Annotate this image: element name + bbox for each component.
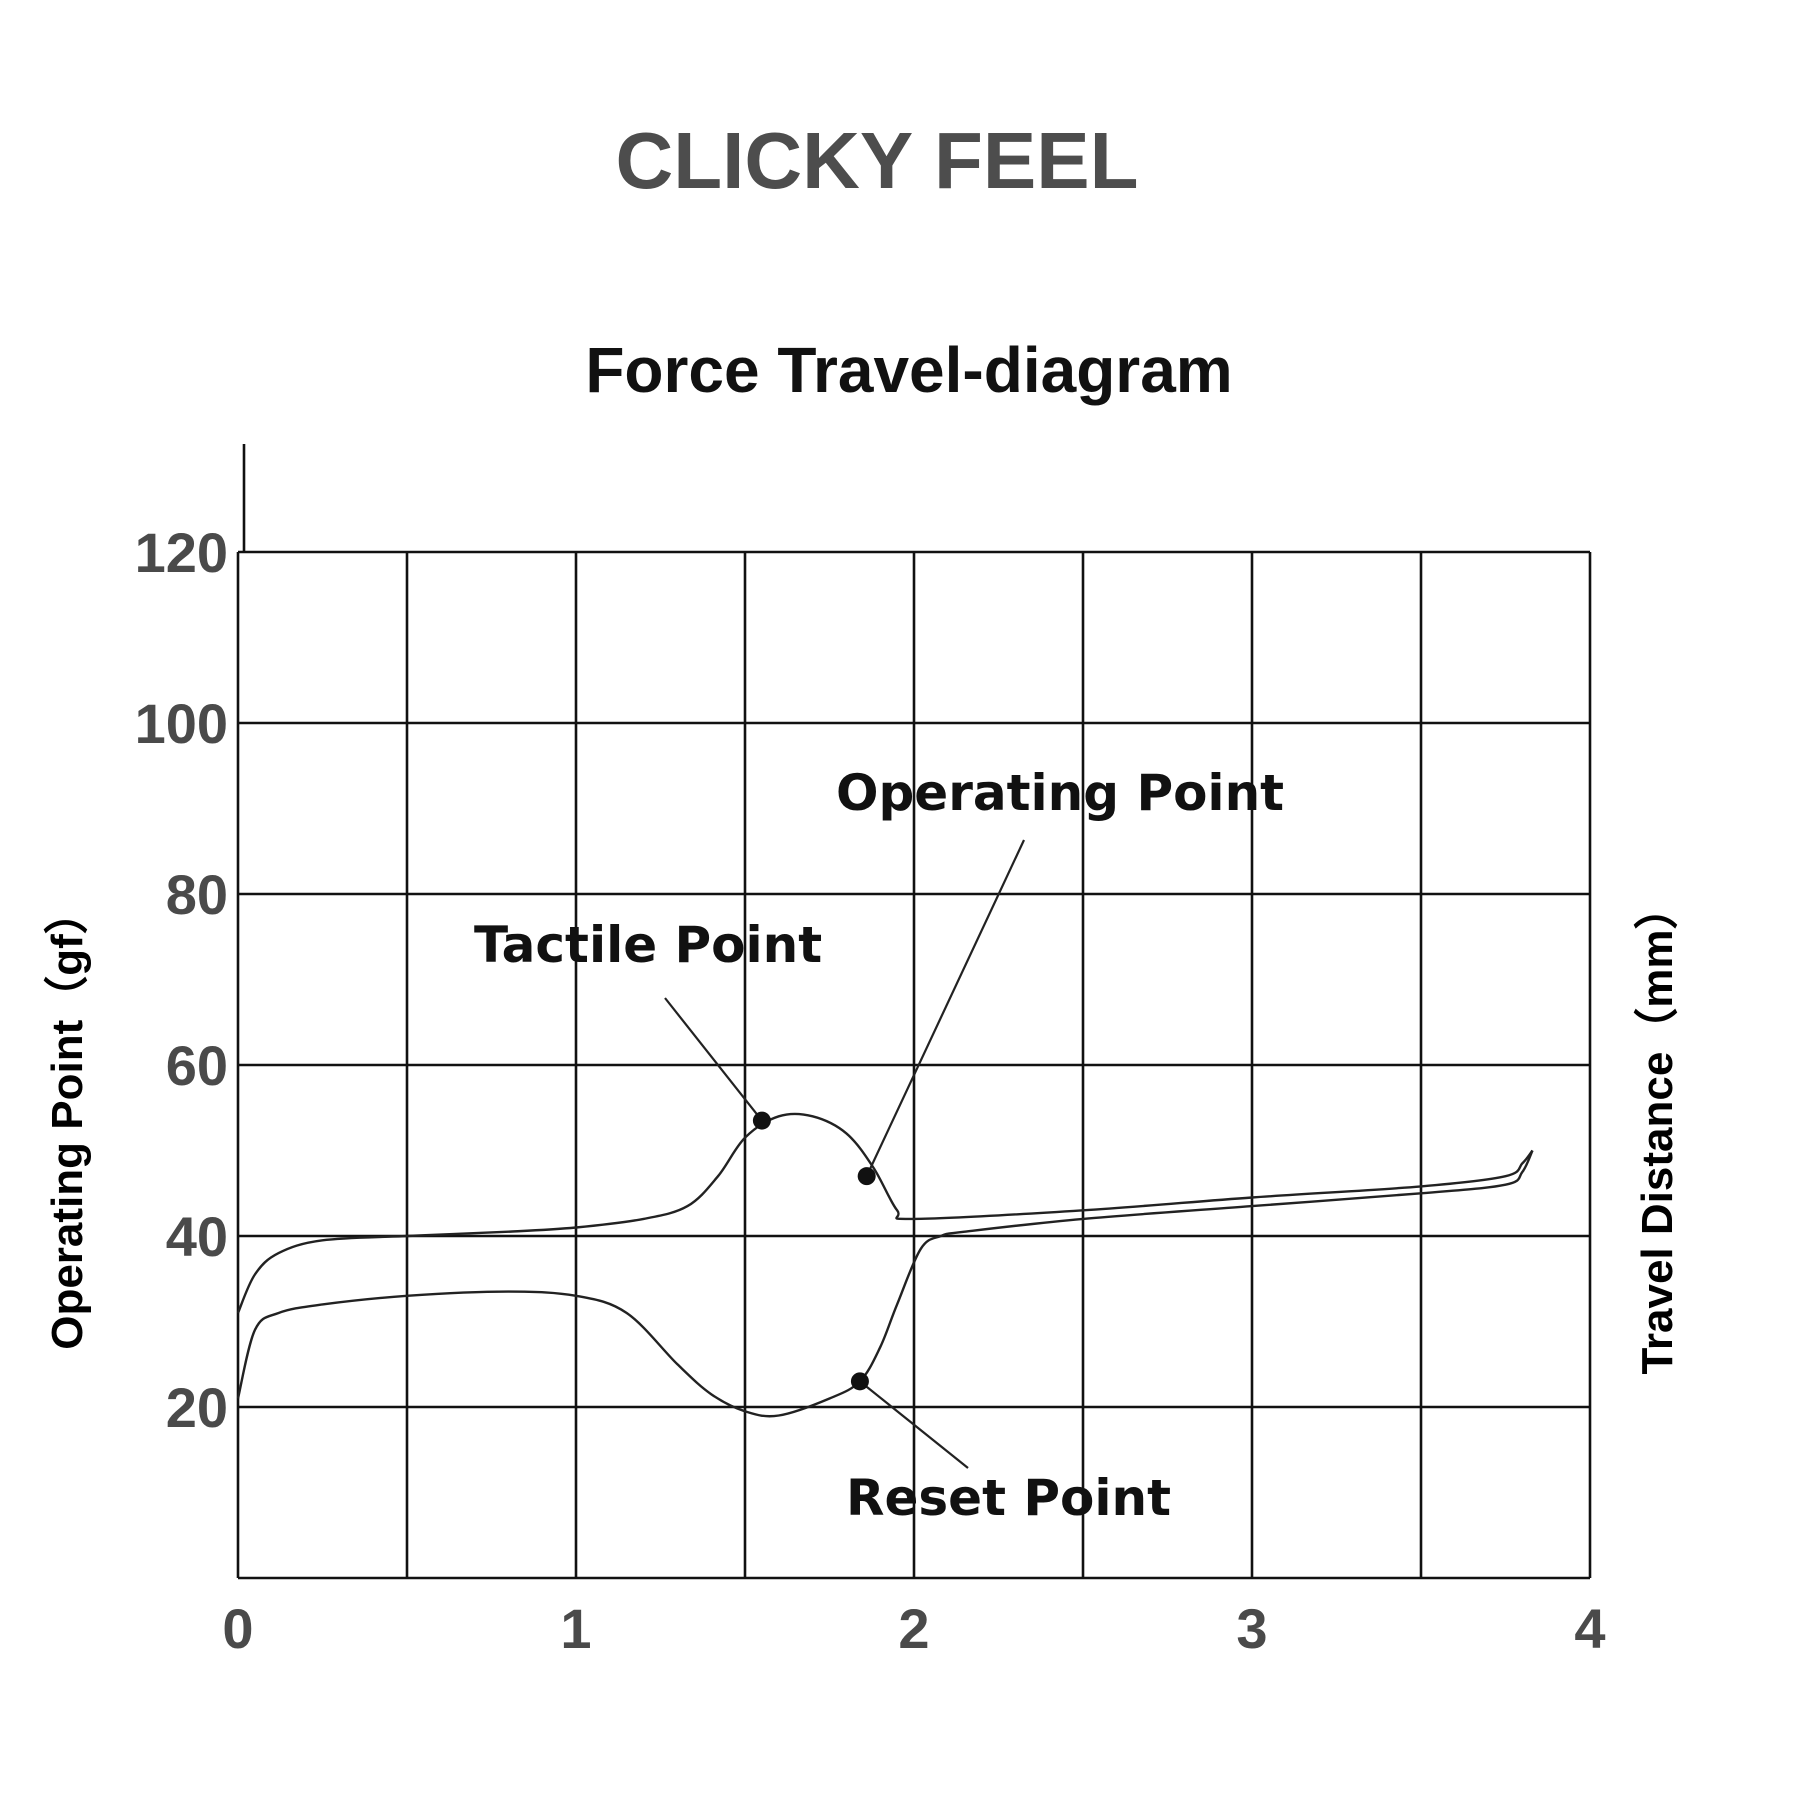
x-tick-label-3: 3 — [1236, 1597, 1267, 1660]
series-group — [236, 1112, 1534, 1418]
annotation-group: Tactile Point Operating Point Reset Point — [474, 764, 1284, 1527]
y-tick-label-1: 40 — [166, 1205, 228, 1268]
series-line-0 — [236, 1112, 1534, 1314]
reset-point-label: Reset Point — [846, 1469, 1171, 1527]
chart-title: Force Travel-diagram — [585, 334, 1232, 406]
operating-point-label: Operating Point — [836, 764, 1284, 822]
tactile-point-leader-line — [664, 997, 763, 1122]
x-tick-label-4: 4 — [1574, 1597, 1605, 1660]
y-tick-label-2: 60 — [166, 1034, 228, 1097]
page-title: CLICKY FEEL — [615, 116, 1138, 205]
y-tick-label-3: 80 — [166, 863, 228, 926]
reset-point-leader-line — [859, 1380, 969, 1469]
tick-labels: 0 1 2 3 4 20 40 60 80 100 120 — [135, 521, 1606, 1660]
series-line-1 — [236, 1149, 1534, 1418]
y-tick-label-4: 100 — [135, 692, 228, 755]
operating-point-leader-line — [865, 839, 1025, 1177]
y-tick-label-5: 120 — [135, 521, 228, 584]
tactile-point-marker — [752, 1111, 771, 1130]
x-tick-label-1: 1 — [560, 1597, 591, 1660]
x-tick-label-0: 0 — [222, 1597, 253, 1660]
operating-point-marker — [857, 1167, 876, 1186]
tactile-point-label: Tactile Point — [474, 916, 822, 974]
reset-point-marker — [850, 1372, 869, 1391]
y-axis-label: Operating Point（gf） — [43, 890, 92, 1350]
y-tick-label-0: 20 — [166, 1376, 228, 1439]
grid — [236, 550, 1592, 1580]
x-tick-label-2: 2 — [898, 1597, 929, 1660]
secondary-axis-label: Travel Distance（mm） — [1633, 885, 1682, 1374]
